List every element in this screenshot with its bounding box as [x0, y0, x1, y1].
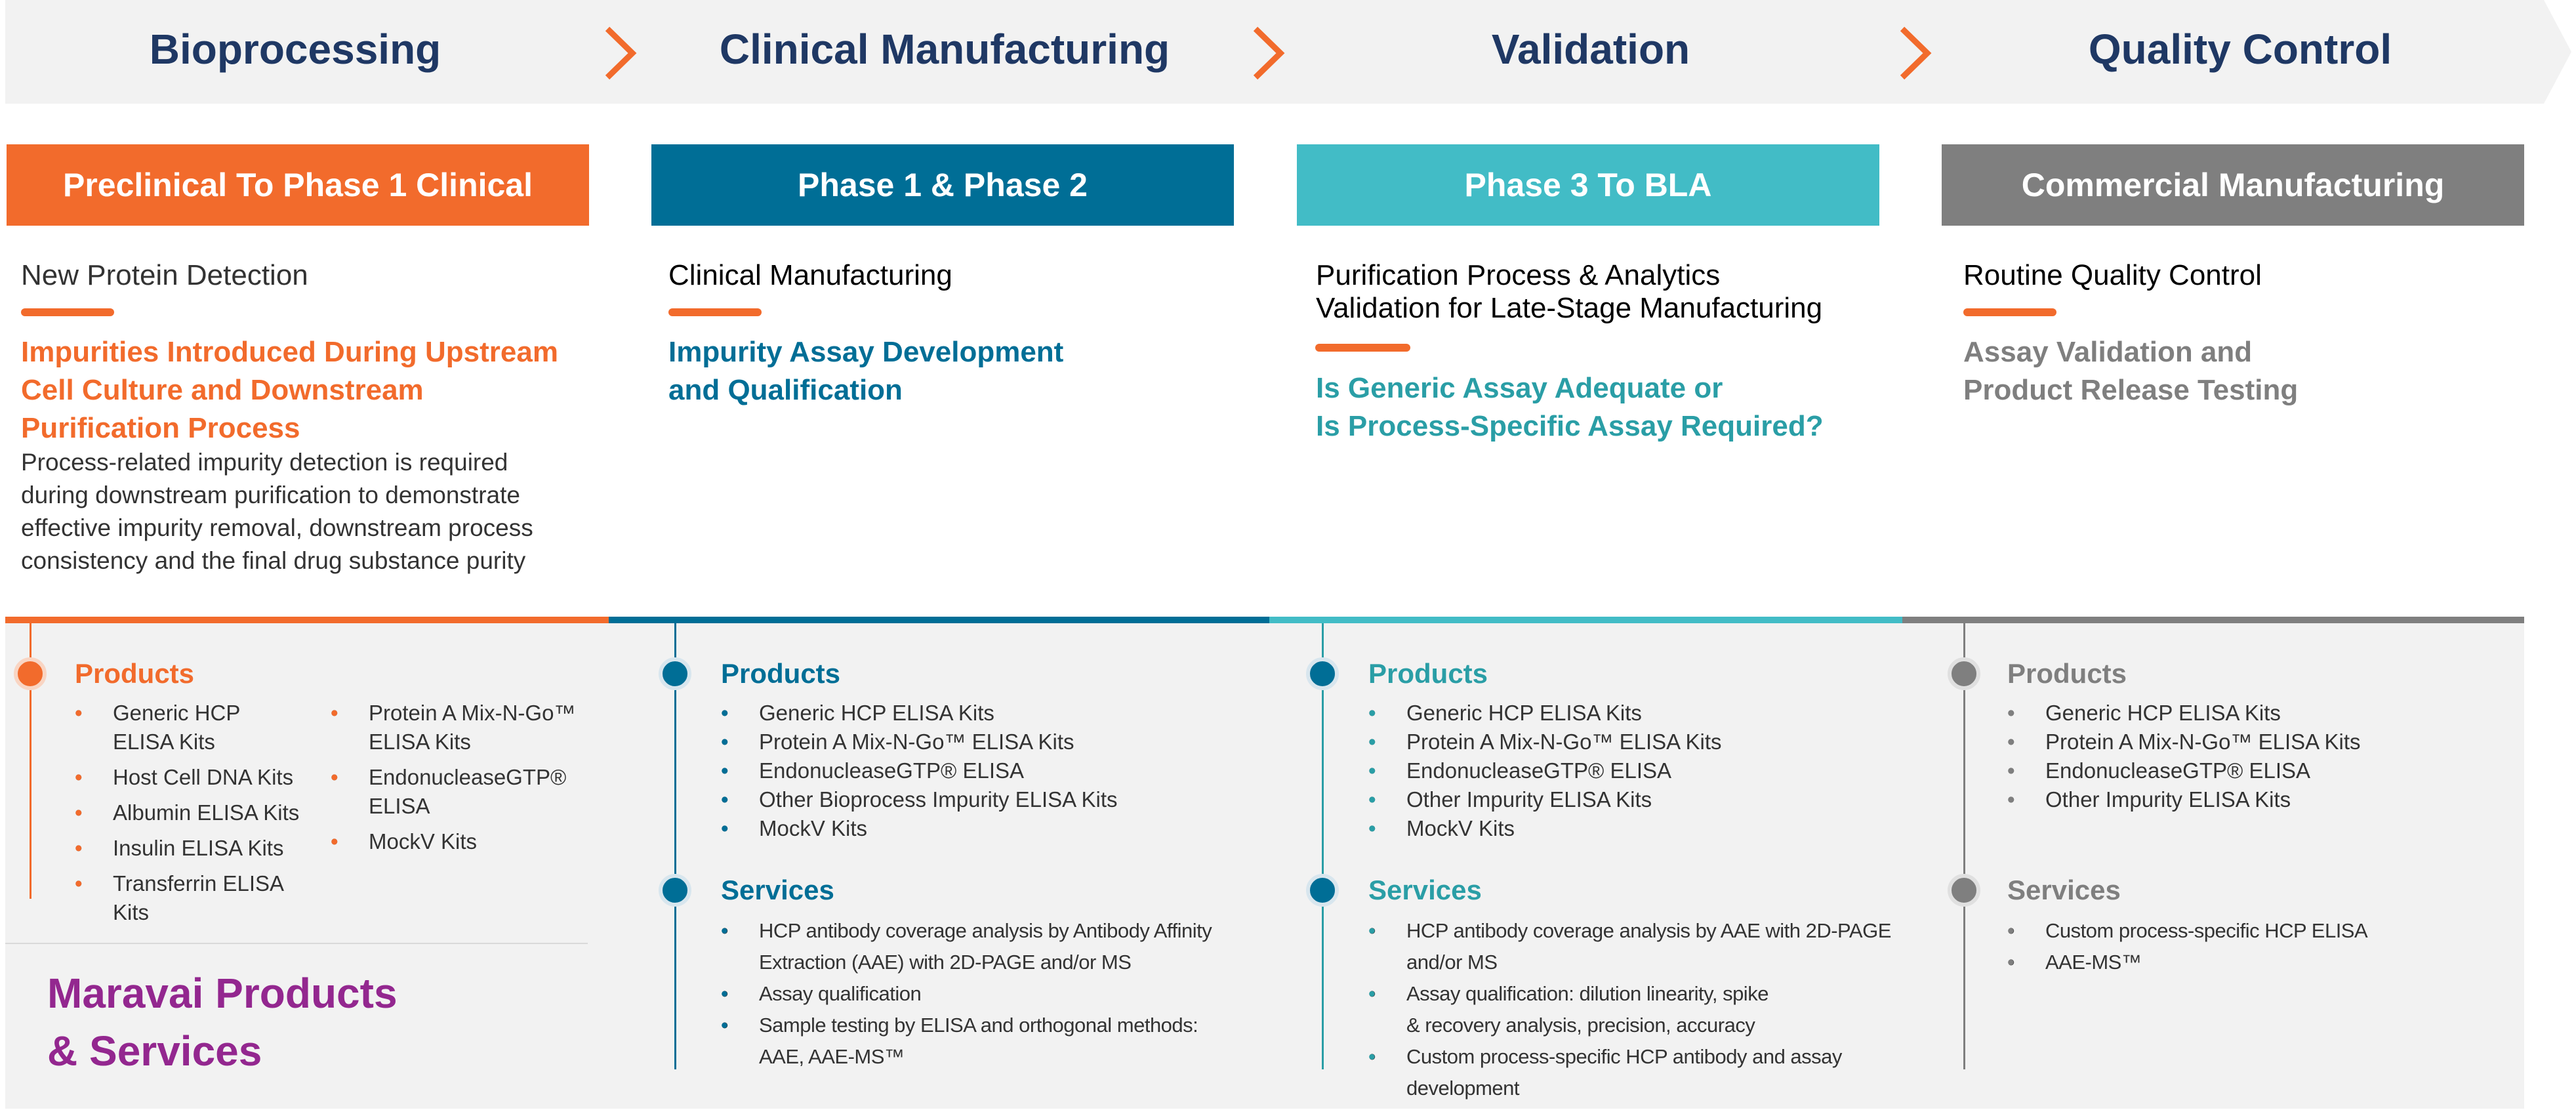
- column-1-products-heading: Products: [75, 658, 195, 689]
- column-3-focus: Is Generic Assay Adequate or Is Process-…: [1316, 372, 1824, 442]
- list-item: •Protein A Mix-N-Go™ ELISA Kits: [2007, 728, 2532, 756]
- list-item: •AAE-MS™: [2007, 947, 2519, 978]
- phase-1-2: Phase 1 & Phase 2: [651, 144, 1234, 226]
- list-item: •MockV Kits: [1368, 814, 1906, 843]
- column-3-topline: [1269, 617, 1902, 623]
- subtitle-underline: [668, 308, 762, 316]
- list-item: •EndonucleaseGTP® ELISA: [721, 756, 1272, 785]
- maravai-products-services-title: Maravai Products & Services: [47, 970, 398, 1075]
- subtitle-underline: [1315, 344, 1410, 352]
- list-item: •EndonucleaseGTP® ELISA: [1368, 756, 1906, 785]
- column-2-products-list: •Generic HCP ELISA Kits •Protein A Mix-N…: [721, 699, 1272, 843]
- stage-bioprocessing: Bioprocessing: [149, 26, 441, 73]
- chevron-right-icon: [1900, 26, 1932, 80]
- column-4-services-list: •Custom process-specific HCP ELISA •AAE-…: [2007, 915, 2519, 978]
- column-4-products-list: •Generic HCP ELISA Kits •Protein A Mix-N…: [2007, 699, 2532, 814]
- timeline-dot: [659, 657, 691, 690]
- timeline-dot: [1306, 874, 1339, 907]
- column-4-topline: [1902, 617, 2524, 623]
- column-1-topline: [5, 617, 609, 623]
- column-2-services-list: •HCP antibody coverage analysis by Antib…: [721, 915, 1278, 1073]
- list-item: •Assay qualification: [721, 978, 1278, 1010]
- list-item: •MockV Kits: [721, 814, 1272, 843]
- chevron-right-icon: [605, 26, 637, 80]
- subtitle-underline: [1963, 308, 2056, 316]
- timeline-dot: [1306, 657, 1339, 690]
- list-item: •Protein A Mix-N-Go™ ELISA Kits: [721, 728, 1272, 756]
- list-item: •Generic HCP ELISA Kits: [721, 699, 1272, 728]
- timeline-dot: [14, 657, 47, 690]
- chevron-right-icon: [1253, 26, 1285, 80]
- column-1-subtitle: New Protein Detection: [21, 259, 308, 291]
- list-item: •Other Bioprocess Impurity ELISA Kits: [721, 785, 1272, 814]
- timeline-line: [1322, 623, 1324, 1069]
- column-4-focus: Assay Validation and Product Release Tes…: [1963, 336, 2299, 406]
- stage-clinical-manufacturing: Clinical Manufacturing: [719, 26, 1170, 73]
- column-4-products-heading: Products: [2007, 658, 2127, 689]
- timeline-dot: [1948, 657, 1980, 690]
- list-item: •Custom process-specific HCP ELISA: [2007, 915, 2519, 947]
- list-item: •Insulin ELISA Kits: [75, 834, 324, 863]
- list-item: •Host Cell DNA Kits: [75, 763, 324, 792]
- phase-3-bla: Phase 3 To BLA: [1297, 144, 1879, 226]
- list-item: •Custom process-specific HCP antibody an…: [1368, 1041, 1939, 1104]
- column-3-subtitle: Purification Process & Analytics Validat…: [1316, 259, 1823, 324]
- column-4-services-heading: Services: [2007, 875, 2121, 905]
- column-3-products-heading: Products: [1368, 658, 1488, 689]
- column-2-services-heading: Services: [721, 875, 834, 905]
- column-3-products-list: •Generic HCP ELISA Kits •Protein A Mix-N…: [1368, 699, 1906, 843]
- list-item: •Assay qualification: dilution linearity…: [1368, 978, 1939, 1041]
- stage-validation: Validation: [1491, 26, 1690, 73]
- column-2-subtitle: Clinical Manufacturing: [668, 259, 952, 291]
- list-item: •Protein A Mix-N-Go™ ELISA Kits: [1368, 728, 1906, 756]
- column-2-products-heading: Products: [721, 658, 841, 689]
- list-item: •Generic HCP ELISA Kits: [2007, 699, 2532, 728]
- list-item: •MockV Kits: [331, 827, 593, 856]
- list-item: •HCP antibody coverage analysis by Antib…: [721, 915, 1278, 978]
- list-item: •Other Impurity ELISA Kits: [2007, 785, 2532, 814]
- column-2-focus: Impurity Assay Development and Qualifica…: [668, 336, 1064, 406]
- list-item: •EndonucleaseGTP®ELISA: [331, 763, 593, 821]
- list-item: •Generic HCP ELISA Kits: [1368, 699, 1906, 728]
- list-item: •Transferrin ELISA Kits: [75, 869, 324, 927]
- list-item: •Other Impurity ELISA Kits: [1368, 785, 1906, 814]
- phase-commercial: Commercial Manufacturing: [1942, 144, 2524, 226]
- timeline-line: [30, 623, 31, 899]
- timeline-dot: [1948, 874, 1980, 907]
- timeline-line: [674, 623, 676, 1069]
- list-item: •Albumin ELISA Kits: [75, 798, 324, 827]
- timeline-dot: [659, 874, 691, 907]
- column-3-services-heading: Services: [1368, 875, 1482, 905]
- phase-preclinical: Preclinical To Phase 1 Clinical: [7, 144, 589, 226]
- workflow-banner: [5, 0, 2571, 104]
- timeline-line: [1963, 623, 1965, 1069]
- column-1-description: Process-related impurity detection is re…: [21, 449, 533, 574]
- column-3-services-list: •HCP antibody coverage analysis by AAE w…: [1368, 915, 1939, 1104]
- list-item: •HCP antibody coverage analysis by AAE w…: [1368, 915, 1939, 978]
- subtitle-underline: [21, 308, 114, 316]
- list-item: •EndonucleaseGTP® ELISA: [2007, 756, 2532, 785]
- column-1-focus: Impurities Introduced During Upstream Ce…: [21, 336, 558, 444]
- column-4-subtitle: Routine Quality Control: [1963, 259, 2262, 291]
- column-2-topline: [609, 617, 1269, 623]
- divider: [5, 943, 588, 944]
- list-item: •Sample testing by ELISA and orthogonal …: [721, 1010, 1278, 1073]
- stage-quality-control: Quality Control: [2088, 26, 2392, 73]
